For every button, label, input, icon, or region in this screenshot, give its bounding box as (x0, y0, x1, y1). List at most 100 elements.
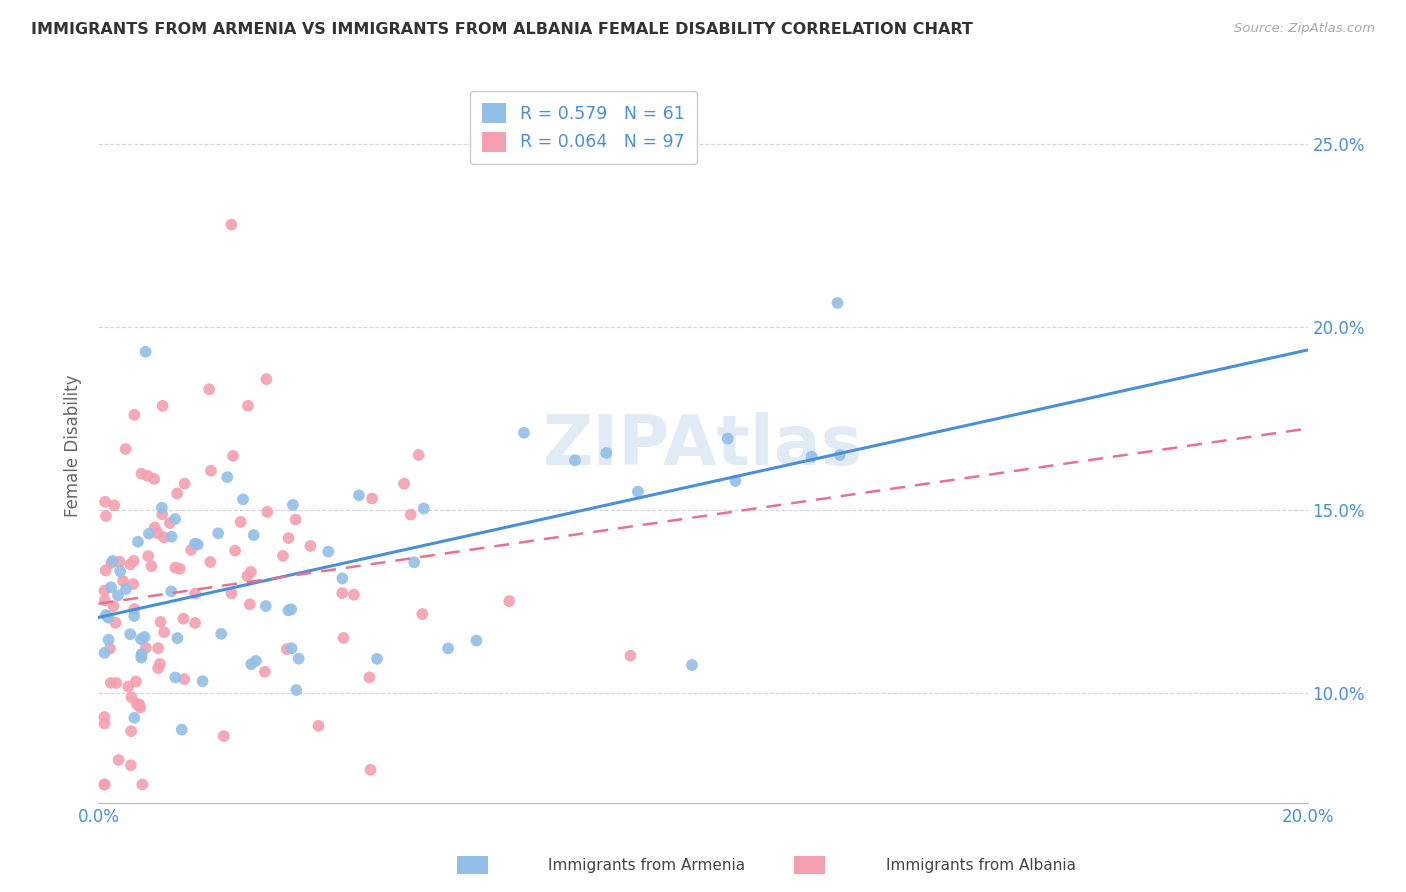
Point (465, 633, 488, 648)
Point (166, 486, 188, 500)
Point (128, 698, 150, 712)
Point (135, 344, 157, 359)
Point (135, 640, 157, 655)
Point (122, 577, 145, 591)
Point (287, 651, 309, 665)
Point (232, 492, 254, 507)
Point (200, 464, 222, 478)
Point (115, 582, 138, 596)
Point (412, 501, 434, 516)
Point (619, 648, 641, 663)
Point (100, 556, 122, 570)
Point (280, 641, 302, 656)
Point (212, 729, 235, 743)
Point (134, 630, 156, 644)
Point (281, 498, 304, 512)
Point (276, 642, 298, 657)
Point (146, 661, 169, 675)
Point (236, 569, 259, 583)
Point (180, 543, 202, 558)
Point (165, 560, 187, 574)
Point (138, 526, 160, 541)
Point (136, 469, 159, 483)
Point (236, 399, 259, 413)
Point (229, 515, 252, 529)
Point (207, 526, 229, 541)
Point (160, 584, 183, 599)
Point (513, 425, 536, 440)
Point (128, 698, 150, 713)
Point (308, 719, 330, 733)
Point (143, 472, 166, 486)
Point (93, 777, 115, 791)
Point (94, 564, 117, 578)
Point (125, 674, 148, 689)
Point (129, 650, 152, 665)
Point (254, 599, 277, 613)
Point (360, 763, 382, 777)
Point (361, 491, 384, 506)
Point (124, 609, 146, 624)
Point (359, 670, 381, 684)
Point (108, 565, 131, 579)
Point (191, 674, 214, 689)
Point (143, 520, 166, 534)
Text: ZIPAtlas: ZIPAtlas (543, 412, 863, 480)
Point (111, 574, 134, 588)
Point (150, 500, 173, 515)
Point (124, 602, 146, 616)
Point (239, 565, 262, 579)
Point (120, 758, 142, 772)
Text: Immigrants from Albania: Immigrants from Albania (886, 858, 1076, 872)
Point (299, 539, 322, 553)
Point (224, 543, 246, 558)
Point (285, 683, 308, 698)
Point (271, 549, 294, 563)
Point (170, 723, 193, 737)
Point (152, 399, 174, 413)
Point (153, 625, 176, 640)
Point (148, 641, 170, 656)
Point (253, 665, 276, 679)
Point (94, 495, 117, 509)
Point (681, 658, 703, 673)
Point (173, 476, 195, 491)
Point (347, 488, 370, 502)
Point (564, 453, 586, 467)
Point (121, 690, 143, 705)
Point (392, 476, 415, 491)
Point (159, 516, 181, 530)
Point (131, 467, 153, 481)
Point (131, 648, 153, 663)
Point (107, 589, 129, 603)
Point (404, 555, 426, 569)
Point (717, 432, 740, 446)
Point (399, 508, 422, 522)
Point (166, 631, 188, 645)
Point (103, 599, 125, 614)
Point (408, 448, 430, 462)
Point (108, 555, 131, 569)
Point (165, 670, 187, 684)
Point (97, 632, 120, 647)
Point (93, 710, 115, 724)
Point (209, 627, 232, 641)
Point (93, 646, 115, 660)
Point (93, 716, 115, 731)
Point (284, 512, 307, 526)
Text: IMMIGRANTS FROM ARMENIA VS IMMIGRANTS FROM ALBANIA FEMALE DISABILITY CORRELATION: IMMIGRANTS FROM ARMENIA VS IMMIGRANTS FR… (31, 22, 973, 37)
Point (222, 449, 245, 463)
Point (129, 632, 152, 646)
Point (169, 562, 191, 576)
Point (136, 549, 159, 563)
Point (240, 657, 263, 672)
Point (256, 505, 278, 519)
Point (149, 657, 172, 671)
Point (277, 531, 299, 545)
Point (187, 538, 209, 552)
Point (800, 450, 823, 464)
Point (498, 594, 520, 608)
Point (332, 631, 354, 645)
Point (104, 615, 127, 630)
Point (343, 588, 366, 602)
